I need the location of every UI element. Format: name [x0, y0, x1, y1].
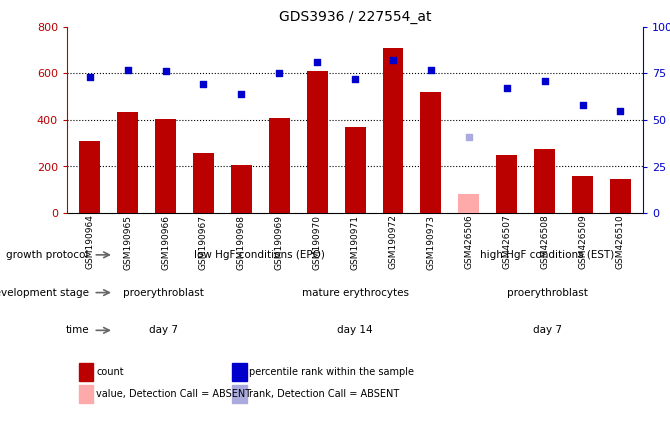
Text: development stage: development stage	[0, 288, 89, 297]
Bar	[193, 153, 214, 213]
Text: day 7: day 7	[533, 325, 561, 335]
Text: low HgF conditions (EPO): low HgF conditions (EPO)	[194, 250, 324, 260]
Bar	[307, 71, 328, 213]
Text: percentile rank within the sample: percentile rank within the sample	[249, 367, 414, 377]
Point	[160, 68, 171, 75]
Bar	[610, 179, 631, 213]
Text: high HgF conditions (EST): high HgF conditions (EST)	[480, 250, 614, 260]
Point	[350, 75, 360, 83]
Point	[464, 133, 474, 140]
Bar	[383, 48, 403, 213]
Title: GDS3936 / 227554_at: GDS3936 / 227554_at	[279, 10, 431, 24]
Bar	[79, 363, 93, 381]
Point	[501, 85, 512, 92]
Bar	[344, 127, 366, 213]
Text: proerythroblast: proerythroblast	[507, 288, 588, 297]
Text: day 7: day 7	[149, 325, 178, 335]
Bar	[232, 385, 247, 403]
Bar	[572, 176, 593, 213]
Point	[577, 101, 588, 108]
Bar	[231, 165, 252, 213]
Point	[615, 107, 626, 114]
Text: value, Detection Call = ABSENT: value, Detection Call = ABSENT	[96, 389, 251, 399]
Point	[123, 66, 133, 73]
Bar	[421, 92, 442, 213]
Bar	[232, 363, 247, 381]
Text: mature erythrocytes: mature erythrocytes	[302, 288, 409, 297]
Point	[198, 81, 209, 88]
Bar	[534, 149, 555, 213]
Bar	[117, 112, 138, 213]
Point	[425, 66, 436, 73]
Text: count: count	[96, 367, 124, 377]
Bar	[496, 155, 517, 213]
Bar	[155, 119, 176, 213]
Point	[539, 77, 550, 84]
Bar	[458, 194, 479, 213]
Point	[84, 73, 95, 80]
Bar	[79, 385, 93, 403]
Point	[388, 57, 399, 64]
Text: proerythroblast: proerythroblast	[123, 288, 204, 297]
Text: growth protocol: growth protocol	[7, 250, 89, 260]
Point	[274, 70, 285, 77]
Text: time: time	[65, 325, 89, 335]
Text: day 14: day 14	[337, 325, 373, 335]
Point	[312, 59, 322, 66]
Point	[236, 90, 247, 97]
Bar	[79, 141, 100, 213]
Bar	[269, 118, 289, 213]
Text: rank, Detection Call = ABSENT: rank, Detection Call = ABSENT	[249, 389, 399, 399]
